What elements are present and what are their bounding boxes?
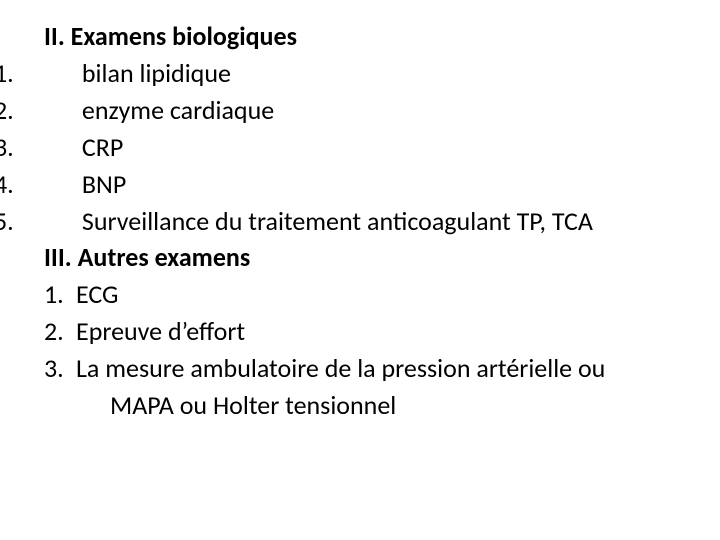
item-number: 1. [44, 55, 76, 92]
item-text: BNP [82, 168, 126, 200]
item-text: CRP [82, 131, 123, 163]
item-text: Epreuve d’effort [76, 315, 245, 347]
list-item: 2. enzyme cardiaque [28, 92, 692, 129]
list-item-continuation: MAPA ou Holter tensionnel [28, 387, 692, 424]
item-text: bilan lipidique [82, 57, 231, 89]
list-item: 2.Epreuve d’effort [28, 313, 692, 350]
item-text: Surveillance du traitement anticoagulant… [82, 205, 593, 237]
section-2-heading: II. Examens biologiques [28, 18, 692, 55]
item-number: 5. [44, 203, 76, 240]
item-text: La mesure ambulatoire de la pression art… [76, 352, 605, 384]
item-number: 4. [44, 166, 76, 203]
item-number: 2. [44, 92, 76, 129]
item-number: 1. [44, 276, 76, 313]
list-item: 4. BNP [28, 166, 692, 203]
list-item: 1. bilan lipidique [28, 55, 692, 92]
list-item: 5. Surveillance du traitement anticoagul… [28, 203, 692, 240]
item-number: 3. [44, 129, 76, 166]
list-item: 3. CRP [28, 129, 692, 166]
item-text: enzyme cardiaque [82, 94, 274, 126]
section-3-heading: III. Autres examens [28, 239, 692, 276]
list-item: 3.La mesure ambulatoire de la pression a… [28, 350, 692, 387]
item-number: 3. [44, 350, 76, 387]
slide-content: II. Examens biologiques 1. bilan lipidiq… [0, 0, 720, 540]
item-number: 2. [44, 313, 76, 350]
item-text: ECG [76, 278, 118, 310]
list-item: 1.ECG [28, 276, 692, 313]
